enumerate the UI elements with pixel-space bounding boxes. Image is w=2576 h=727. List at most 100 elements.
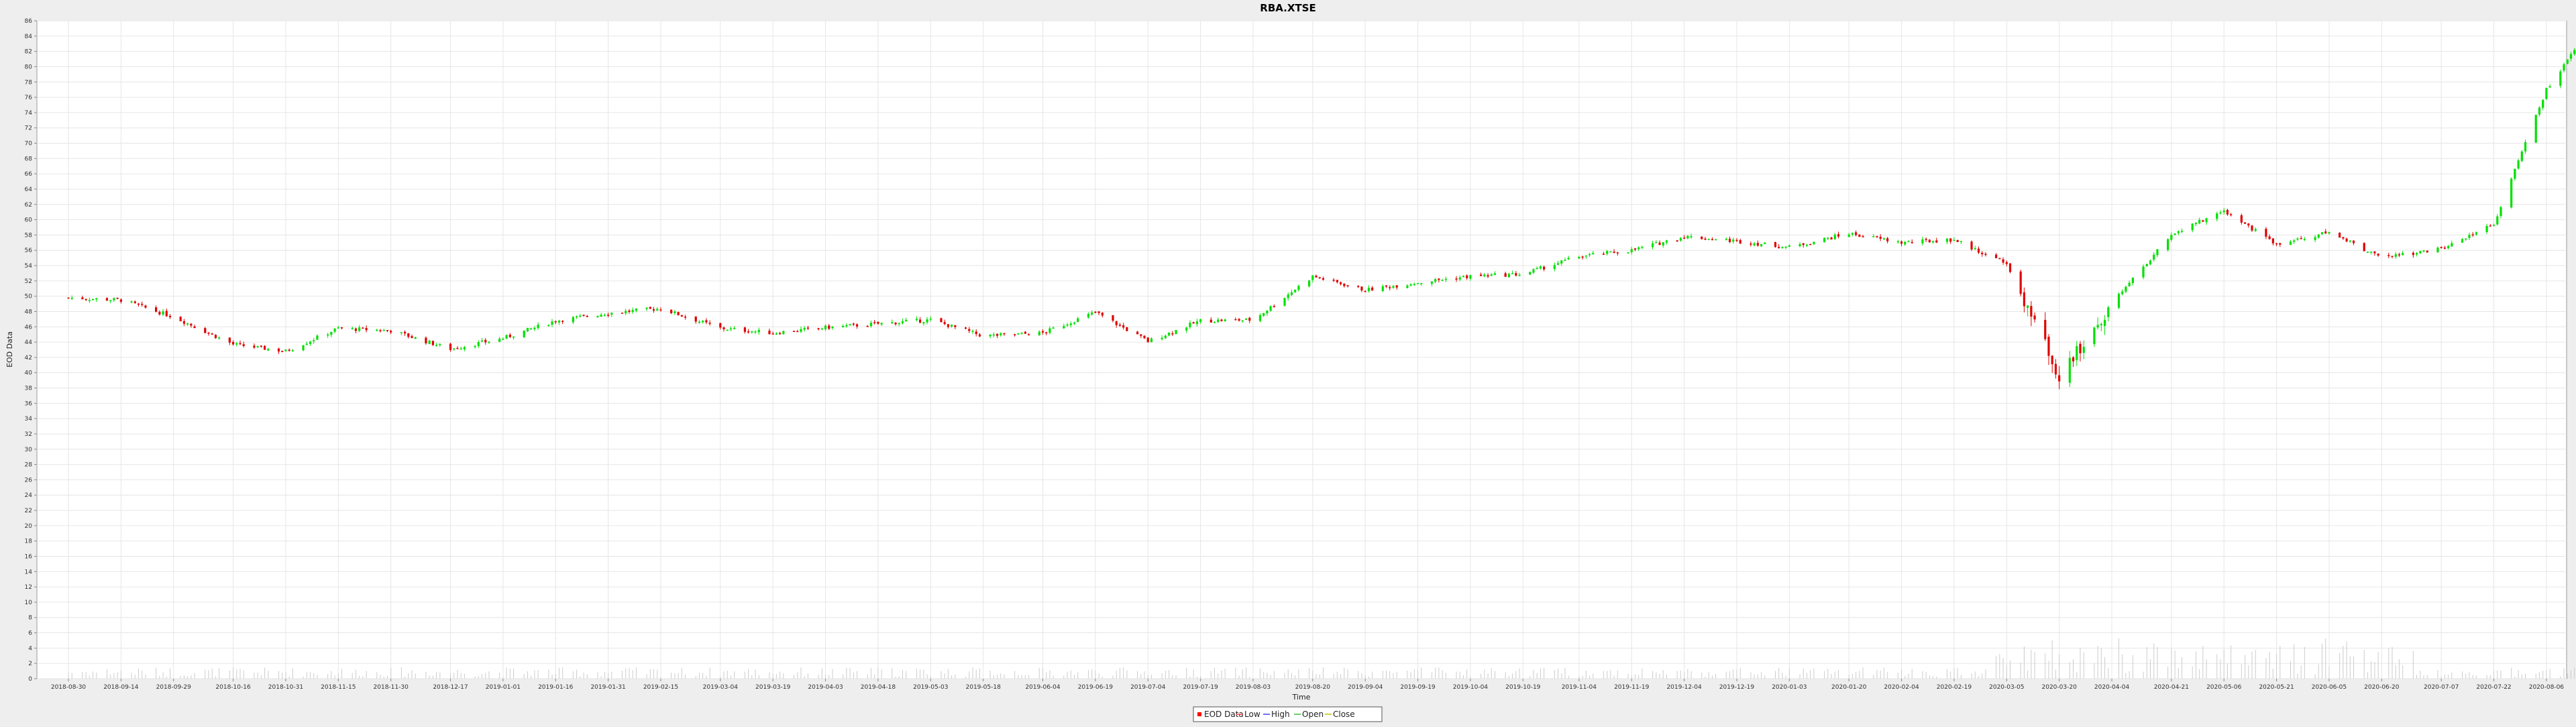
- candle-up: [922, 322, 925, 324]
- candle-down: [996, 333, 999, 336]
- x-tick-label: 2019-06-19: [1078, 684, 1114, 691]
- candle-up: [1896, 241, 1899, 243]
- candle-down: [659, 309, 662, 311]
- legend-box: [1193, 706, 1383, 722]
- candle-down: [1543, 266, 1546, 270]
- candle-up: [2451, 243, 2453, 247]
- candle-up: [435, 345, 438, 346]
- candle-down: [1613, 251, 1615, 254]
- candle-down: [2443, 247, 2446, 249]
- y-tick-label: 32: [25, 431, 32, 438]
- candle-up: [1283, 298, 1286, 306]
- legend-item-label: Open: [1302, 710, 1324, 719]
- candle-up: [2563, 64, 2565, 71]
- candle-up: [1483, 274, 1486, 276]
- y-tick-label: 80: [25, 64, 33, 70]
- candle-down: [1928, 239, 1931, 243]
- x-tick-label: 2019-08-20: [1295, 684, 1331, 691]
- candle-down: [1728, 238, 1731, 243]
- candle-up: [951, 324, 953, 327]
- candle-down: [866, 326, 869, 327]
- candle-up: [2128, 282, 2131, 286]
- candle-down: [1315, 276, 1318, 278]
- candle-up: [2542, 99, 2544, 108]
- x-axis-label: Time: [1292, 693, 1311, 702]
- candle-up: [557, 321, 561, 323]
- y-tick-label: 10: [25, 600, 33, 606]
- candle-down: [1602, 254, 1605, 255]
- y-tick-label: 48: [25, 309, 33, 315]
- candle-up: [2514, 169, 2516, 179]
- candle-up: [533, 327, 536, 329]
- candle-down: [684, 317, 687, 318]
- candle-up: [1224, 319, 1226, 322]
- candle-up: [2107, 307, 2110, 317]
- candle-down: [1858, 234, 1861, 237]
- candle-up: [1882, 238, 1886, 239]
- candle-up: [733, 328, 736, 329]
- candle-down: [649, 306, 651, 309]
- candle-up: [849, 324, 851, 326]
- candle-up: [2436, 247, 2439, 253]
- candle-up: [1017, 333, 1020, 335]
- candle-down: [263, 345, 266, 350]
- candle-down: [1455, 278, 1458, 280]
- candle-down: [2251, 225, 2253, 231]
- candle-down: [855, 324, 859, 327]
- candle-down: [978, 334, 981, 337]
- x-tick-label: 2019-01-01: [486, 684, 521, 691]
- candle-down: [779, 333, 782, 335]
- candle-down: [1101, 313, 1104, 316]
- y-tick-label: 34: [25, 416, 33, 423]
- candle-up: [2254, 229, 2257, 231]
- candle-up: [2100, 324, 2102, 325]
- y-tick-label: 66: [25, 171, 33, 178]
- candle-up: [2447, 245, 2450, 249]
- candle-up: [775, 333, 778, 335]
- candle-up: [291, 350, 294, 351]
- candle-down: [1876, 236, 1878, 237]
- candle-up: [869, 323, 873, 327]
- candle-up: [1781, 247, 1784, 249]
- x-tick-label: 2020-04-21: [2154, 684, 2189, 691]
- candle-down: [2051, 355, 2053, 365]
- candle-down: [214, 335, 217, 339]
- candle-up: [358, 327, 361, 331]
- candle-up: [267, 349, 270, 351]
- candle-up: [2296, 238, 2299, 240]
- candle-down: [1676, 240, 1678, 241]
- candle-up: [1413, 284, 1415, 286]
- candle-down: [1479, 274, 1483, 276]
- candle-down: [204, 328, 207, 333]
- candle-up: [1847, 234, 1850, 237]
- candle-down: [1466, 275, 1468, 278]
- candle-up: [2496, 216, 2499, 225]
- candle-down: [2054, 364, 2057, 375]
- legend-item-label: Low: [1244, 710, 1260, 719]
- grid-lines: [37, 20, 2567, 679]
- candle-up: [2194, 223, 2198, 224]
- candle-up: [2524, 142, 2527, 152]
- candle-down: [182, 321, 186, 324]
- candle-down: [1097, 311, 1100, 313]
- candle-down: [1343, 283, 1346, 286]
- candle-down: [1809, 243, 1812, 245]
- candle-up: [1707, 239, 1710, 240]
- candle-up: [1715, 239, 1717, 241]
- x-tick-label: 2018-11-30: [374, 684, 409, 691]
- candle-down: [155, 307, 158, 312]
- candle-down: [2226, 209, 2229, 215]
- candle-down: [2279, 243, 2282, 245]
- candle-down: [1220, 319, 1223, 321]
- candle-up: [551, 321, 553, 325]
- candle-up: [2500, 207, 2502, 217]
- x-tick-label: 2019-04-18: [861, 684, 896, 691]
- plot-area: [36, 20, 2567, 679]
- candle-down: [2271, 238, 2274, 243]
- candle-down: [2412, 252, 2414, 256]
- candle-up: [1833, 234, 1836, 239]
- y-tick-label: 86: [25, 18, 33, 25]
- candle-down: [2324, 231, 2327, 233]
- candle-up: [1788, 245, 1790, 247]
- candle-down: [768, 330, 771, 335]
